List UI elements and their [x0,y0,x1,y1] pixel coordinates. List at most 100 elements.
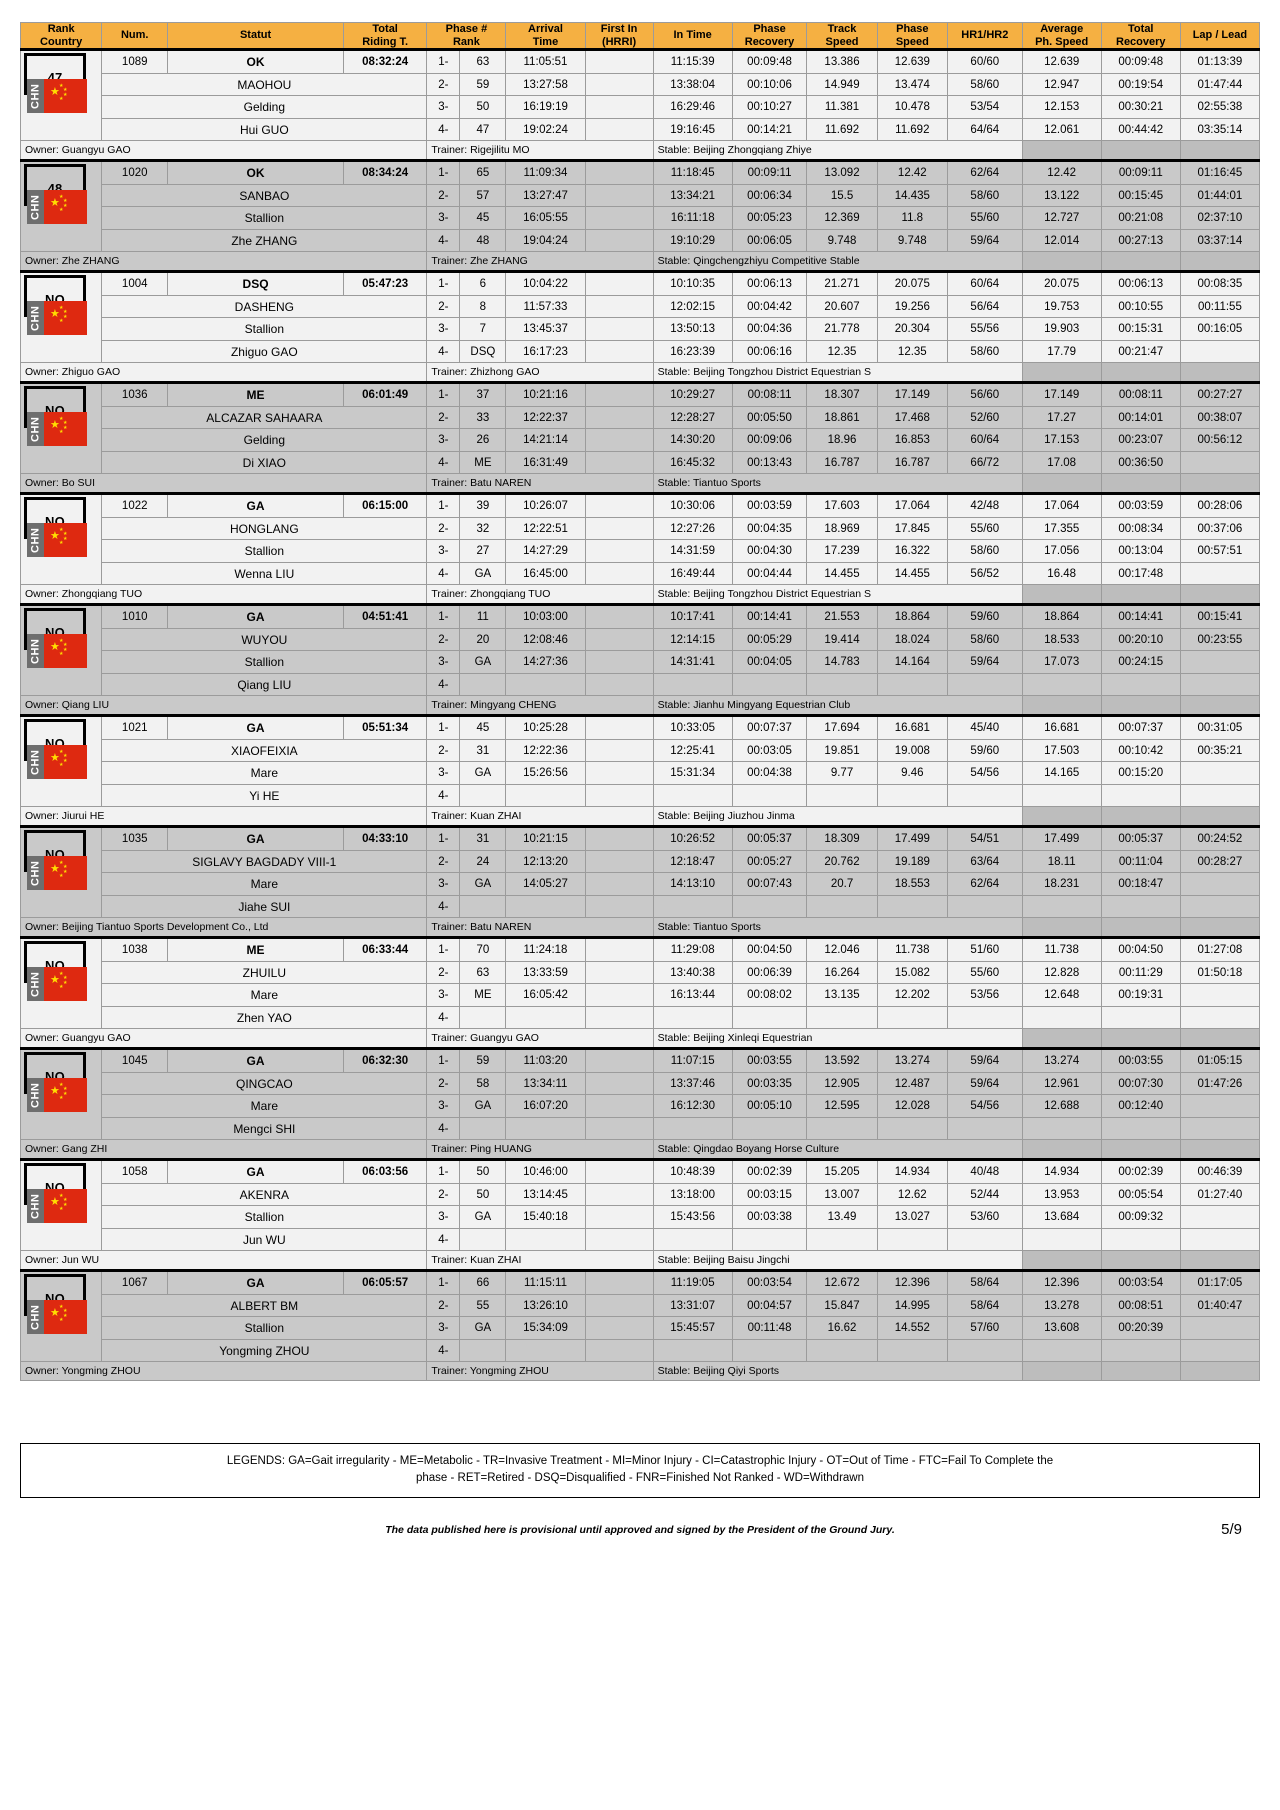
average-ph-speed: 17.153 [1021,428,1102,452]
total-recovery: 00:17:48 [1100,561,1181,586]
arrival-time [505,1338,586,1363]
phase-speed: 10.478 [876,95,948,119]
arrival-time: 10:26:07 [505,492,586,518]
hr1-hr2: 55/56 [946,317,1023,341]
average-ph-speed: 17.27 [1021,405,1102,430]
country-code-label: CHN [27,967,44,1002]
total-recovery [1100,1338,1181,1363]
rank-country-cell: NQ CHN ★ ★ ★ ★ ★ [19,1158,103,1252]
track-speed: 21.778 [806,317,878,341]
track-speed: 9.748 [806,228,878,253]
info-filler-cell [1021,251,1102,273]
hr1-hr2: 42/48 [946,492,1023,518]
country-code-label: CHN [27,745,44,780]
phase-recovery: 00:04:38 [731,761,808,785]
phase-speed [876,783,948,808]
entry-row-phase-2: ZHUILU 2- 63 13:33:59 13:40:38 00:06:39 16.264… [21,960,1261,985]
trainer-label: Trainer: Guangyu GAO [426,1028,654,1050]
total-riding-time: 08:32:24 [342,48,428,74]
phase-recovery: 00:05:37 [731,825,808,851]
phase-rank: 70 [459,936,507,962]
trainer-label: Trainer: Zhongqiang TUO [426,584,654,606]
lap-lead [1179,1205,1261,1229]
first-in-hrri [584,1116,654,1141]
phase-rank: 45 [459,714,507,740]
entry-info-row: Owner: Jiurui HE Trainer: Kuan ZHAI Stable… [19,806,1261,828]
arrival-time: 12:22:51 [505,516,586,541]
info-filler-cell [1179,473,1261,495]
total-recovery: 00:09:32 [1100,1205,1181,1229]
arrival-time: 12:22:37 [505,405,586,430]
average-ph-speed: 17.503 [1021,738,1102,763]
legend-box: LEGENDS: GA=Gait irregularity - ME=Metab… [20,1443,1260,1498]
column-header-num: Num. [101,21,169,51]
phase-speed: 19.008 [876,738,948,763]
lap-lead: 00:46:39 [1179,1158,1261,1184]
lap-lead [1179,1094,1261,1118]
hr1-hr2: 59/64 [946,650,1023,674]
total-recovery: 00:03:54 [1100,1269,1181,1295]
entry-row-phase-2: ALCAZAR SAHAARA 2- 33 12:22:37 12:28:27 00:05… [21,405,1261,430]
phase-rank: 11 [459,603,507,629]
in-time: 11:18:45 [652,159,733,185]
lap-lead: 01:27:40 [1179,1182,1261,1207]
arrival-time: 12:08:46 [505,627,586,652]
phase-speed: 14.164 [876,650,948,674]
lap-lead [1179,761,1261,785]
first-in-hrri [584,405,654,430]
track-speed: 13.007 [806,1182,878,1207]
arrival-time: 10:46:00 [505,1158,586,1184]
average-ph-speed: 11.738 [1021,936,1102,962]
info-filler-cell [1179,806,1261,828]
total-recovery [1100,1005,1181,1030]
in-time: 12:14:15 [652,627,733,652]
entry-row-phase-4: Yi HE 4- [21,783,1261,808]
phase-number: 2- [426,405,461,430]
horse-sex: Stallion [101,1205,428,1229]
header-line: Recovery [744,35,795,48]
entry-row-phase-2: XIAOFEIXIA 2- 31 12:22:36 12:25:41 00:03:05 19… [21,738,1261,763]
info-filler-cell [1021,1250,1102,1272]
phase-number: 4- [426,450,461,475]
phase-recovery: 00:04:30 [731,539,808,563]
info-filler-cell [1100,473,1181,495]
arrival-time: 10:04:22 [505,270,586,296]
hr1-hr2 [946,894,1023,919]
phase-recovery: 00:09:06 [731,428,808,452]
in-time: 12:18:47 [652,849,733,874]
trainer-label: Trainer: Mingyang CHENG [426,695,654,717]
phase-number: 3- [426,872,461,896]
phase-rank [459,783,507,808]
phase-rank: 39 [459,492,507,518]
entry-row-phase-4: Yongming ZHOU 4- [21,1338,1261,1363]
hr1-hr2: 60/60 [946,48,1023,74]
in-time: 13:18:00 [652,1182,733,1207]
track-speed: 13.49 [806,1205,878,1229]
rider-name: Wenna LIU [101,561,428,586]
status-badge: GA [167,1269,344,1295]
phase-number: 3- [426,983,461,1007]
phase-recovery: 00:10:27 [731,95,808,119]
china-flag-icon: ★ ★ ★ ★ ★ [44,1078,87,1113]
average-ph-speed: 12.648 [1021,983,1102,1007]
horse-name: MAOHOU [101,72,428,97]
phase-number: 3- [426,428,461,452]
country-flag-icon: CHN ★ ★ ★ ★ ★ [27,967,87,1002]
total-recovery: 00:14:01 [1100,405,1181,430]
in-time: 10:10:35 [652,270,733,296]
phase-speed: 12.639 [876,48,948,74]
phase-number: 2- [426,183,461,208]
track-speed: 12.046 [806,936,878,962]
arrival-time [505,1005,586,1030]
track-speed: 14.455 [806,561,878,586]
owner-label: Owner: Qiang LIU [19,695,428,717]
total-recovery: 00:19:54 [1100,72,1181,97]
column-header-phase-speed: Phase Speed [876,21,948,51]
china-flag-icon: ★ ★ ★ ★ ★ [44,1300,87,1335]
rank-country-cell: NQ CHN ★ ★ ★ ★ ★ [19,381,103,475]
info-filler-cell [1179,1361,1261,1382]
info-filler-cell [1100,1361,1181,1382]
hr1-hr2: 53/60 [946,1205,1023,1229]
total-recovery: 00:14:41 [1100,603,1181,629]
hr1-hr2: 62/64 [946,159,1023,185]
